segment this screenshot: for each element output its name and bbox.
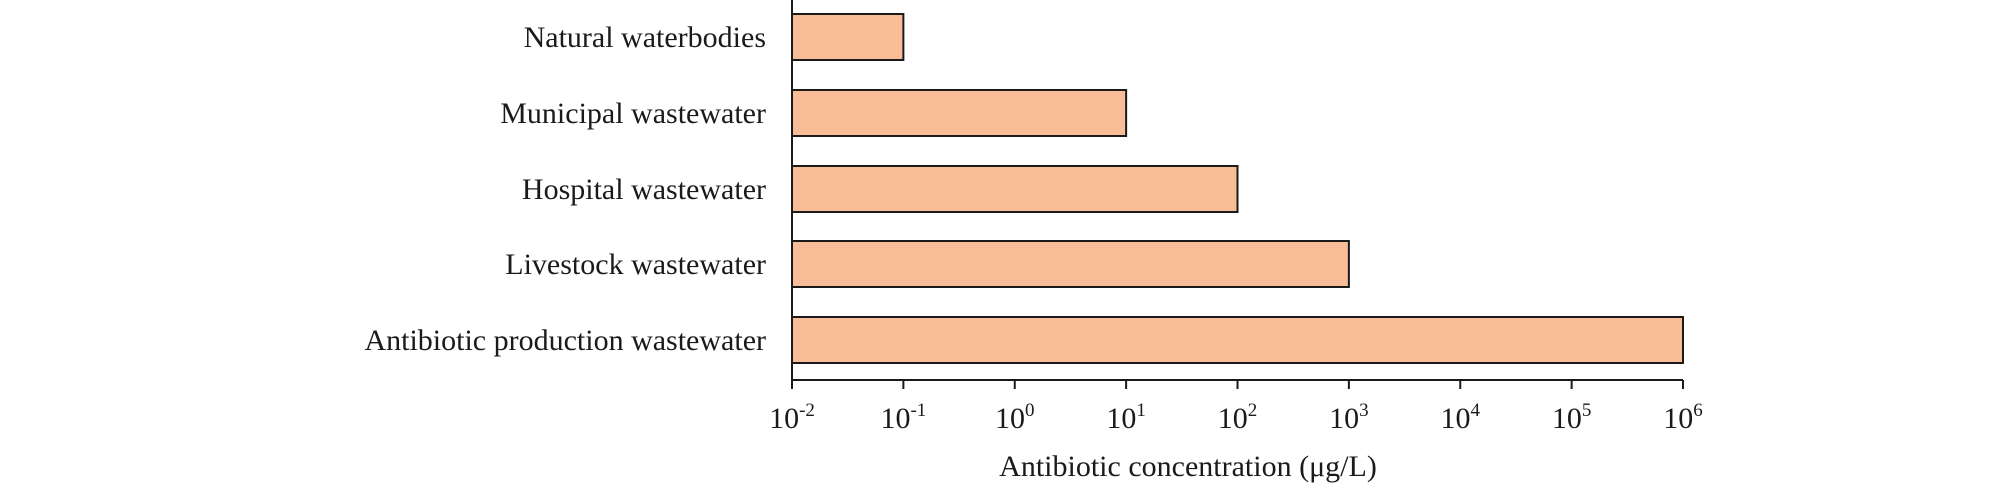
x-tick-label-base: 10	[1441, 402, 1471, 435]
x-tick-label: 100	[995, 400, 1035, 435]
x-tick-label: 103	[1329, 400, 1369, 435]
x-tick-label: 105	[1552, 400, 1592, 435]
bar-4	[791, 240, 1350, 288]
x-tick-label-base: 10	[769, 402, 799, 435]
x-tick-label-exponent: -1	[910, 400, 926, 421]
x-tick-label-base: 10	[1106, 402, 1136, 435]
bar-2	[791, 89, 1128, 137]
labels-layer: Natural waterbodies Municipal wastewater H…	[364, 21, 1702, 435]
x-tick-label-exponent: 2	[1248, 400, 1258, 421]
x-tick-label-base: 10	[1552, 402, 1582, 435]
bar-3	[791, 165, 1239, 213]
x-tick-label-base: 10	[1218, 402, 1248, 435]
x-tick-label: 106	[1663, 400, 1703, 435]
bars-layer	[791, 13, 1684, 364]
category-label: Livestock wastewater	[505, 248, 766, 281]
x-tick-label-exponent: 4	[1471, 400, 1481, 421]
x-tick-label-exponent: 6	[1693, 400, 1703, 421]
x-tick-label-base: 10	[995, 402, 1025, 435]
x-tick-label: 102	[1218, 400, 1258, 435]
axis-layer	[791, 0, 1684, 389]
category-label: Municipal wastewater	[500, 97, 766, 130]
x-tick-label-exponent: 0	[1025, 400, 1035, 421]
x-tick-label: 101	[1106, 400, 1146, 435]
category-label: Natural waterbodies	[524, 21, 766, 54]
category-label: Antibiotic production wastewater	[364, 324, 766, 357]
x-tick-label: 104	[1441, 400, 1481, 435]
x-axis-title: Antibiotic concentration (μg/L)	[999, 450, 1377, 483]
bar-1	[791, 13, 905, 61]
x-tick-label-exponent: 1	[1136, 400, 1146, 421]
x-tick-label-base: 10	[1329, 402, 1359, 435]
category-label: Hospital wastewater	[522, 173, 766, 206]
x-tick-label-exponent: -2	[799, 400, 815, 421]
bar-5	[791, 316, 1684, 364]
x-tick-label: 10-2	[769, 400, 815, 435]
x-tick-label-base: 10	[880, 402, 910, 435]
x-tick-label: 10-1	[880, 400, 926, 435]
x-tick-label-base: 10	[1663, 402, 1693, 435]
x-tick-label-exponent: 3	[1359, 400, 1369, 421]
x-tick-label-exponent: 5	[1582, 400, 1592, 421]
